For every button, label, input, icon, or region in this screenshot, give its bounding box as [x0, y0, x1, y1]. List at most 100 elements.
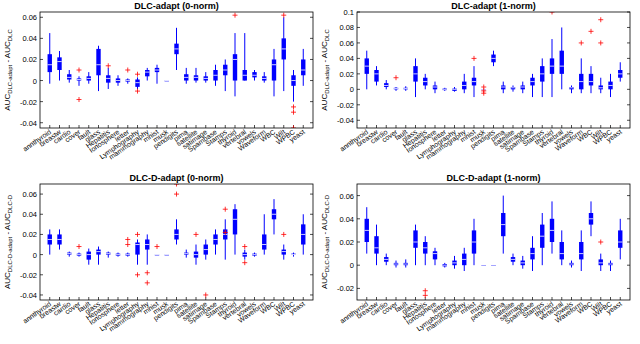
box [165, 254, 169, 256]
frame [40, 12, 313, 128]
median [384, 85, 388, 86]
y-label-part: DLC [324, 29, 330, 42]
median [433, 253, 437, 254]
median [194, 254, 198, 255]
whisker [610, 261, 611, 271]
category-label: mammography [425, 128, 468, 162]
box [608, 82, 612, 90]
median [57, 61, 61, 62]
category-label: yeast [605, 128, 623, 144]
x-tick [435, 125, 436, 128]
box [521, 261, 525, 266]
box [223, 229, 227, 239]
x-tick [108, 297, 109, 300]
median [174, 48, 178, 49]
median [213, 75, 217, 76]
outlier [174, 192, 179, 197]
median [135, 82, 139, 83]
y-tick [357, 89, 360, 90]
y-tick-label: 0 [33, 77, 37, 86]
box [272, 209, 276, 219]
median [204, 78, 208, 79]
x-tick [386, 125, 387, 128]
median [106, 253, 110, 254]
outlier [145, 270, 150, 275]
median [233, 59, 237, 60]
outlier [155, 244, 160, 249]
median [589, 81, 593, 82]
median [374, 247, 378, 248]
box [540, 66, 544, 81]
x-tick [444, 125, 445, 128]
box [462, 254, 466, 266]
box [145, 239, 149, 249]
box [521, 85, 525, 89]
x-tick [396, 297, 397, 300]
box [374, 236, 378, 253]
x-tick [157, 297, 158, 300]
x-tick [415, 297, 416, 300]
whisker [532, 74, 533, 97]
y-tick [40, 294, 43, 295]
marks [365, 12, 623, 97]
y-tick-label: 0.04 [339, 54, 354, 63]
box [106, 253, 110, 255]
frame [357, 12, 630, 128]
box [569, 87, 573, 89]
median [599, 87, 603, 88]
box [394, 88, 398, 90]
box [365, 58, 369, 73]
y-tick [40, 17, 43, 18]
box [374, 70, 378, 82]
x-tick [552, 125, 553, 128]
x-tick [571, 125, 572, 128]
median [213, 239, 217, 240]
x-tick [215, 297, 216, 300]
y-tick [40, 274, 43, 275]
x-tick [591, 297, 592, 300]
x-tick [98, 297, 99, 300]
outlier [423, 293, 428, 298]
x-tick [147, 297, 148, 300]
marks [48, 184, 306, 297]
x-tick [118, 297, 119, 300]
x-tick [561, 125, 562, 128]
median [116, 254, 120, 255]
category-label: yeast [288, 300, 306, 316]
outlier [135, 232, 140, 237]
box [540, 225, 544, 248]
x-tick [483, 125, 484, 128]
box [618, 70, 622, 78]
box [213, 234, 217, 244]
y-tick [627, 27, 630, 28]
median [291, 254, 295, 255]
median [184, 77, 188, 78]
x-tick [610, 125, 611, 128]
box [365, 219, 369, 242]
x-tick [166, 297, 167, 300]
median [57, 239, 61, 240]
box [423, 78, 427, 86]
median [491, 265, 495, 266]
box [116, 254, 120, 256]
median [96, 251, 100, 252]
y-label-part: - AUC [320, 213, 329, 237]
x-tick [454, 297, 455, 300]
y-tick [40, 59, 43, 60]
box [204, 76, 208, 80]
x-tick [69, 297, 70, 300]
median [589, 218, 593, 219]
median [126, 254, 130, 255]
x-tick [561, 297, 562, 300]
outlier [233, 13, 238, 18]
x-tick [293, 297, 294, 300]
median [301, 70, 305, 71]
median [165, 80, 169, 81]
x-tick [581, 125, 582, 128]
whisker [98, 247, 99, 265]
box [194, 75, 198, 80]
y-tick [627, 218, 630, 219]
y-tick [40, 234, 43, 235]
box [511, 87, 515, 89]
x-tick [464, 297, 465, 300]
